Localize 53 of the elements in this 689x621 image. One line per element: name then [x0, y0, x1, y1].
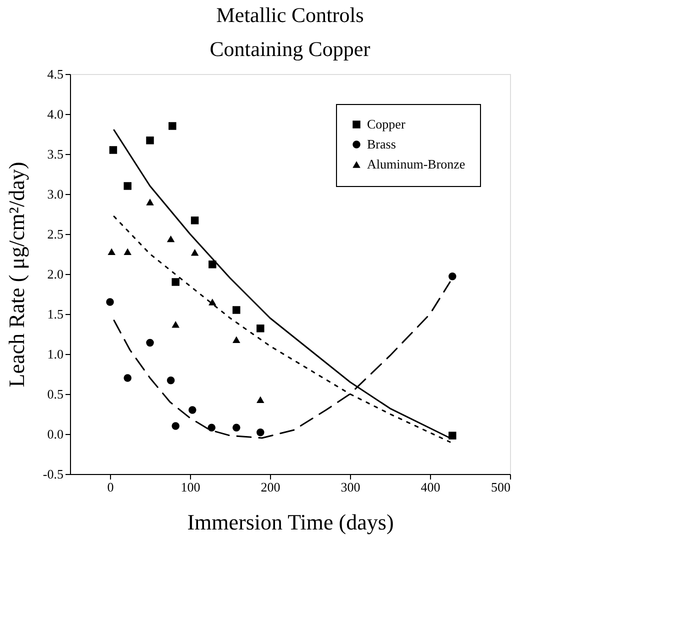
point [208, 298, 216, 306]
point [208, 424, 216, 432]
x-tick-label: 400 [420, 480, 440, 494]
y-tick-label: 2.5 [47, 226, 64, 242]
y-tick-label: 2.0 [47, 266, 64, 282]
x-tick-label: 200 [260, 480, 280, 494]
y-tick-label: 3.5 [47, 146, 64, 162]
y-tick-label: 3.0 [47, 186, 64, 202]
point [448, 272, 456, 280]
text: Containing Copper [210, 37, 370, 61]
y-tick-label: 4.5 [47, 66, 64, 82]
point [256, 428, 264, 436]
point [146, 198, 154, 206]
point [168, 122, 176, 130]
point [208, 260, 216, 268]
legend-label: Brass [367, 136, 396, 152]
y-tick-label: -0.5 [42, 466, 64, 482]
y-axis-title: Leach Rate ( μg/cm²/day) [4, 162, 29, 388]
point [190, 216, 199, 224]
point [188, 406, 196, 414]
y-tick-label: 1.5 [47, 306, 64, 322]
point [146, 136, 154, 144]
point [172, 321, 180, 328]
point [166, 235, 175, 242]
x-axis-title: Immersion Time (days) [187, 510, 394, 534]
x-tick-label: 500 [491, 480, 510, 494]
point [190, 249, 199, 256]
point [124, 248, 132, 255]
point [232, 424, 240, 432]
y-tick-label: 0.5 [47, 386, 64, 402]
point [232, 336, 240, 343]
legend-label: Copper [367, 116, 406, 132]
point [109, 146, 118, 154]
text: Metallic Controls [216, 3, 364, 27]
point [448, 432, 456, 440]
point [172, 278, 180, 286]
x-tick-label: 300 [340, 480, 360, 494]
point [124, 374, 132, 382]
point [166, 376, 175, 384]
point [232, 306, 240, 314]
point [256, 396, 264, 403]
point [256, 324, 264, 332]
point [146, 338, 154, 347]
point [172, 422, 180, 430]
point [108, 248, 116, 255]
point [124, 182, 132, 190]
x-tick-label: 100 [180, 480, 200, 494]
point [106, 298, 114, 306]
y-tick-label: 4.0 [47, 106, 64, 122]
legend-label: Aluminum-Bronze [367, 156, 466, 172]
y-tick-label: 0.0 [47, 426, 64, 442]
y-tick-label: 1.0 [47, 346, 64, 362]
x-tick-label: 0 [107, 480, 114, 494]
